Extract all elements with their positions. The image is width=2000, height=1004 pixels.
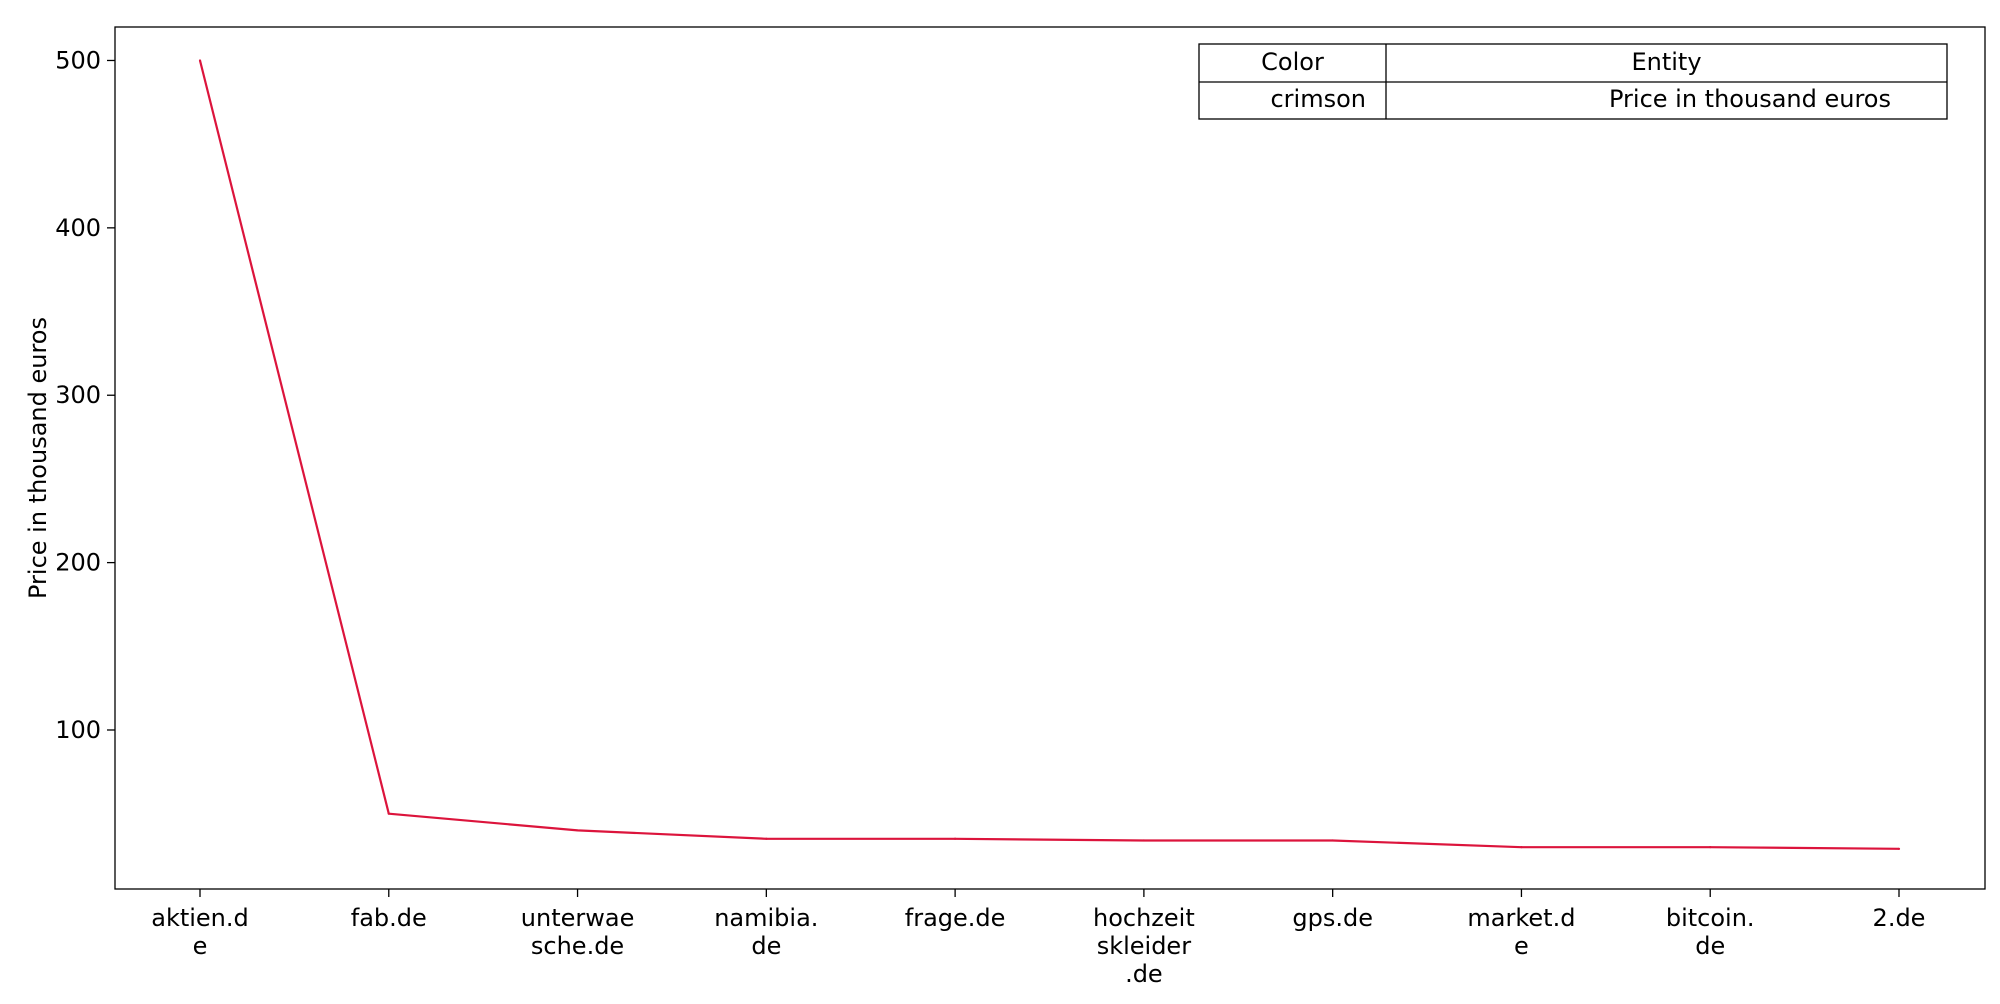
x-tick-label-line: unterwae	[521, 904, 635, 932]
legend-cell-color: crimson	[1270, 85, 1366, 113]
x-tick-label-line: gps.de	[1292, 904, 1373, 932]
x-tick-label-line: .de	[1125, 960, 1163, 988]
y-tick-label: 300	[55, 381, 101, 409]
x-tick-label: 2.de	[1873, 904, 1926, 932]
x-tick-label-line: 2.de	[1873, 904, 1926, 932]
data-point	[954, 837, 957, 840]
data-point	[198, 59, 202, 62]
data-point	[1897, 847, 1901, 850]
x-tick-label-line: namibia.	[714, 904, 818, 932]
x-tick-label-line: e	[1514, 932, 1529, 960]
series-line	[198, 60, 1900, 850]
x-tick-label: gps.de	[1292, 904, 1373, 932]
x-tick-label-line: hochzeit	[1093, 904, 1195, 932]
data-point	[1331, 839, 1334, 842]
y-tick-label: 500	[55, 46, 101, 74]
data-point	[1709, 846, 1712, 849]
x-tick-label-line: aktien.d	[151, 904, 249, 932]
x-tick-label-line: frage.de	[905, 904, 1006, 932]
data-point	[1142, 839, 1145, 842]
x-tick-label: hochzeit skleider .de	[1093, 904, 1195, 988]
x-tick-label-line: de	[751, 932, 781, 960]
x-tick-label: market.d e	[1467, 904, 1575, 960]
x-tick-label-line: skleider	[1097, 932, 1192, 960]
data-point	[576, 829, 579, 832]
x-tick-label-line: sche.de	[531, 932, 624, 960]
x-tick-label-line: bitcoin.	[1666, 904, 1755, 932]
y-tick-label: 400	[55, 214, 101, 242]
x-tick-label: namibia. de	[714, 904, 818, 960]
plot-frame	[114, 26, 1986, 890]
y-tick-label: 200	[55, 549, 101, 577]
x-tick-label: aktien.d e	[151, 904, 249, 960]
legend-cell-entity: Price in thousand euros	[1609, 85, 1891, 113]
data-point	[765, 837, 768, 840]
y-tick-label: 100	[55, 716, 101, 744]
x-tick-label: frage.de	[905, 904, 1006, 932]
x-tick-label-line: e	[193, 932, 208, 960]
y-axis-title: Price in thousand euros	[24, 317, 52, 599]
data-point	[387, 812, 390, 815]
legend-header-entity: Entity	[1631, 48, 1701, 76]
x-tick-label-line: fab.de	[351, 904, 427, 932]
x-tick-label-line: market.d	[1467, 904, 1575, 932]
legend-header-color: Color	[1261, 48, 1324, 76]
x-tick-label: fab.de	[351, 904, 427, 932]
x-tick-label-line: de	[1695, 932, 1725, 960]
data-point	[1520, 846, 1523, 849]
x-tick-label: unterwae sche.de	[521, 904, 635, 960]
x-tick-label: bitcoin. de	[1666, 904, 1755, 960]
